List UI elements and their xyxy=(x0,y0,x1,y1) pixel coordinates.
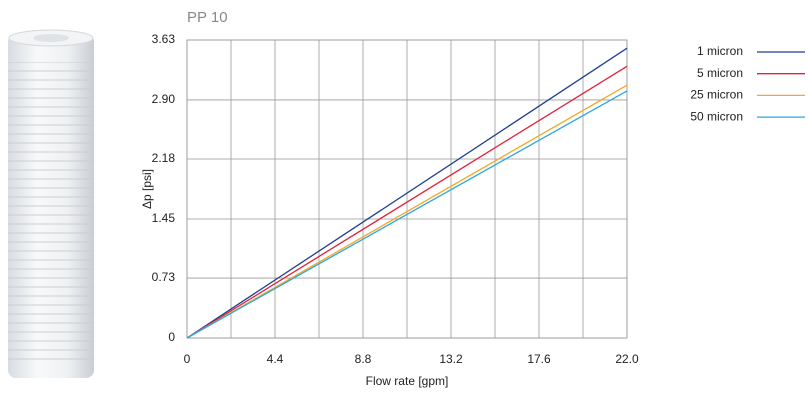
legend-label: 5 micron xyxy=(697,66,743,80)
y-tick-label: 0 xyxy=(168,330,175,344)
legend-label: 25 micron xyxy=(690,88,743,102)
y-tick-label: 2.90 xyxy=(152,92,176,106)
x-tick-label: 4.4 xyxy=(267,352,284,366)
x-axis-label: Flow rate [gpm] xyxy=(366,374,449,388)
legend-label: 50 micron xyxy=(690,109,743,123)
x-tick-label: 17.6 xyxy=(527,352,551,366)
filter-image xyxy=(8,29,94,378)
series-line xyxy=(186,47,628,339)
x-tick-label: 13.2 xyxy=(439,352,463,366)
x-tick-label: 8.8 xyxy=(355,352,372,366)
y-tick-label: 2.18 xyxy=(152,151,176,165)
y-tick-label: 0.73 xyxy=(152,270,176,284)
series-line xyxy=(186,90,628,339)
series-line xyxy=(186,84,628,339)
series-line xyxy=(186,65,628,339)
y-tick-label: 1.45 xyxy=(152,211,176,225)
legend-label: 1 micron xyxy=(697,44,743,58)
chart-title: PP 10 xyxy=(187,9,228,26)
x-tick-label: 0 xyxy=(184,352,191,366)
y-tick-label: 3.63 xyxy=(152,32,176,46)
x-tick-label: 22.0 xyxy=(615,352,639,366)
y-axis-label: Δp [psi] xyxy=(140,169,154,209)
